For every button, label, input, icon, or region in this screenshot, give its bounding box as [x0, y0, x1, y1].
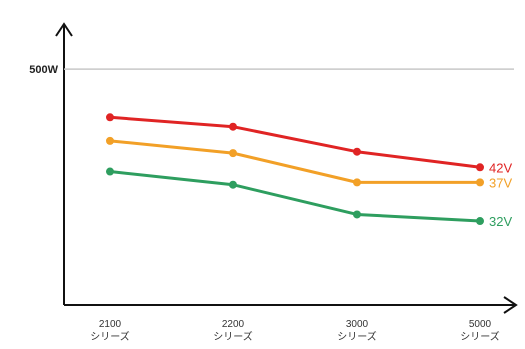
series-label-37v: 37V: [489, 175, 512, 190]
data-point-42v-3: [476, 163, 484, 172]
data-point-37v-2: [353, 178, 361, 187]
x-tick-label-1: 2200 シリーズ: [213, 319, 253, 343]
axes: [55, 22, 518, 314]
x-tick-label-line: シリーズ: [213, 330, 253, 343]
data-point-32v-1: [229, 180, 237, 189]
series-32v: 32V: [106, 167, 512, 229]
data-point-42v-1: [229, 122, 237, 131]
reference-line-label: 500W: [29, 64, 58, 76]
x-axis-arrow: [503, 296, 518, 314]
data-point-37v-0: [106, 136, 114, 145]
data-point-32v-2: [353, 210, 361, 219]
data-point-42v-2: [353, 147, 361, 156]
x-tick-label-line: 3000: [346, 319, 369, 330]
series-37v: 37V: [106, 136, 512, 190]
x-tick-label-0: 2100 シリーズ: [90, 319, 130, 343]
x-tick-label-line: 2200: [222, 319, 245, 330]
series-line-37v: [109, 139, 480, 184]
series-label-32v: 32V: [489, 214, 512, 229]
series-42v: 42V: [106, 113, 512, 175]
x-tick-label-line: 2100: [99, 319, 122, 330]
data-point-32v-0: [106, 167, 114, 176]
x-tick-label-line: シリーズ: [90, 330, 130, 343]
x-tick-label-line: 5000: [469, 319, 492, 330]
x-tick-label-3: 5000 シリーズ: [460, 319, 500, 343]
data-point-32v-3: [476, 217, 484, 226]
data-point-37v-3: [476, 178, 484, 187]
y-axis-arrow: [55, 22, 73, 37]
series-line-32v: [109, 170, 481, 223]
x-tick-label-line: シリーズ: [337, 330, 377, 343]
data-point-37v-1: [229, 149, 237, 158]
data-point-42v-0: [106, 113, 114, 122]
x-tick-label-2: 3000 シリーズ: [337, 319, 377, 343]
series-line-42v: [109, 115, 481, 169]
series-label-42v: 42V: [489, 160, 512, 175]
reference-line-group: 500W: [29, 64, 514, 76]
x-tick-label-line: シリーズ: [460, 330, 500, 343]
